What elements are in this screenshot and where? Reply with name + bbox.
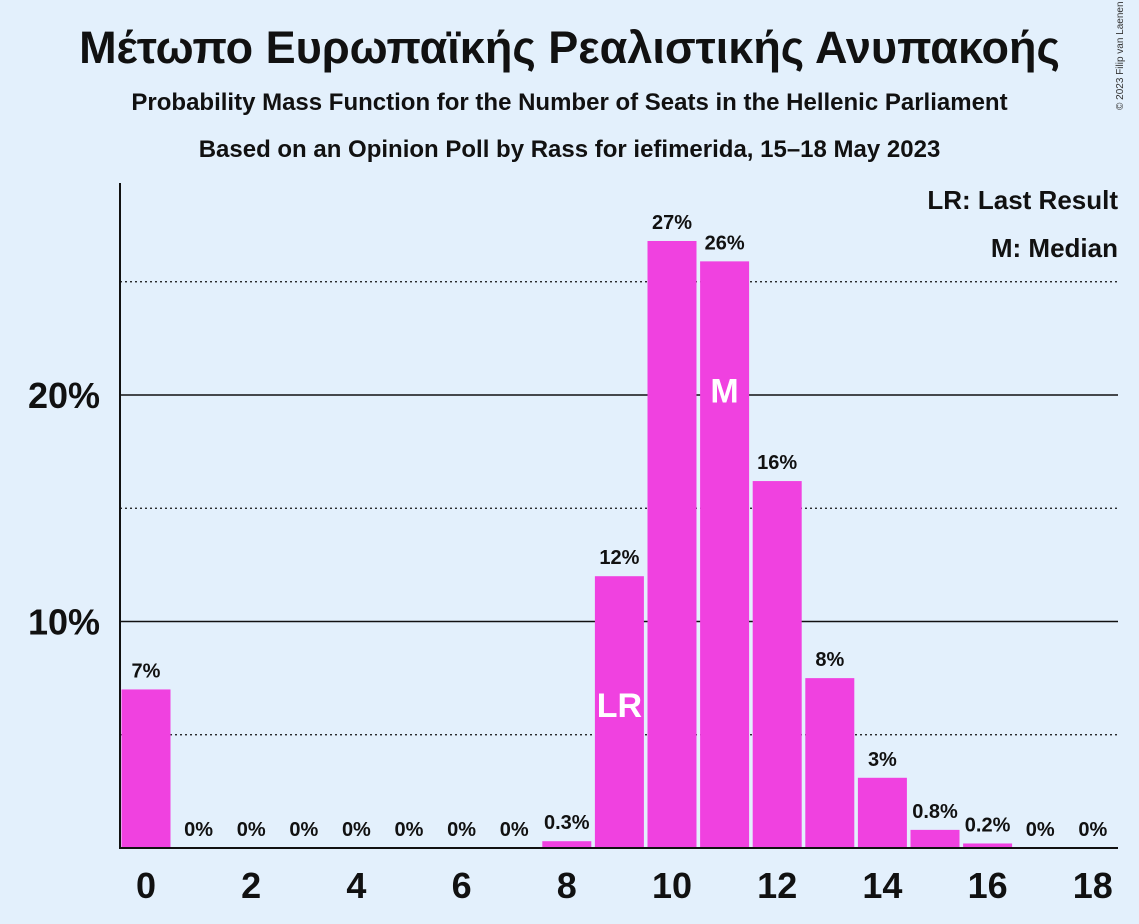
- data-label: 27%: [652, 212, 692, 234]
- x-tick-label: 14: [862, 865, 902, 906]
- x-tick-label: 16: [968, 865, 1008, 906]
- data-label: 0%: [447, 819, 476, 841]
- data-label: 0%: [1026, 819, 1055, 841]
- data-label: 0.8%: [912, 801, 958, 823]
- chart-source-line: Based on an Opinion Poll by Rass for ief…: [198, 136, 941, 163]
- x-tick-label: 8: [557, 865, 577, 906]
- bar-seat-16: [963, 843, 1013, 848]
- data-label: 16%: [757, 452, 797, 474]
- legend-median: M: Median: [991, 233, 1118, 263]
- bar-seat-9: [594, 576, 644, 848]
- bar-seat-12: [752, 481, 802, 848]
- x-tick-label: 10: [652, 865, 692, 906]
- data-label: 0%: [237, 819, 266, 841]
- data-label: 0%: [500, 819, 529, 841]
- y-tick-label: 10%: [28, 602, 100, 643]
- last-result-marker: LR: [597, 687, 642, 725]
- axes: 10% 20% 0 2 4 6 8 10 12 14 16 18: [28, 183, 1118, 906]
- data-label: 0%: [395, 819, 424, 841]
- x-tick-label: 6: [452, 865, 472, 906]
- bar-seat-0: [121, 689, 171, 848]
- data-label: 0%: [342, 819, 371, 841]
- data-label: 26%: [705, 232, 745, 254]
- bar-seat-10: [647, 240, 697, 849]
- x-tick-label: 18: [1073, 865, 1113, 906]
- data-label: 0.2%: [965, 814, 1011, 836]
- bar-seat-15: [910, 829, 960, 848]
- gridlines: [120, 281, 1118, 736]
- data-label: 0%: [184, 819, 213, 841]
- value-labels: 7% 0% 0% 0% 0% 0% 0% 0% 0.3% 12% 27% 26% 16% 8% 3% 0.8%…: [132, 212, 1108, 841]
- legend-last-result: LR: Last Result: [927, 185, 1118, 215]
- x-tick-label: 12: [757, 865, 797, 906]
- chart-title: Μέτωπο Ευρωπαϊκής Ρεαλιστικής Ανυπακοής: [79, 22, 1060, 73]
- data-label: 0%: [289, 819, 318, 841]
- data-label: 12%: [599, 547, 639, 569]
- median-marker: M: [710, 372, 738, 410]
- data-label: 0%: [1078, 819, 1107, 841]
- x-tick-label: 0: [136, 865, 156, 906]
- y-tick-label: 20%: [28, 375, 100, 416]
- bar-seat-13: [805, 678, 855, 848]
- bar-seat-8: [542, 841, 592, 848]
- bars: [121, 240, 1013, 849]
- data-label: 3%: [868, 749, 897, 771]
- bar-seat-11: [700, 261, 750, 848]
- data-label: 7%: [132, 660, 161, 682]
- bar-seat-14: [857, 777, 907, 848]
- data-label: 8%: [815, 649, 844, 671]
- x-tick-label: 2: [241, 865, 261, 906]
- x-tick-label: 4: [346, 865, 366, 906]
- data-label: 0.3%: [544, 812, 590, 834]
- chart-subtitle: Probability Mass Function for the Number…: [131, 89, 1008, 116]
